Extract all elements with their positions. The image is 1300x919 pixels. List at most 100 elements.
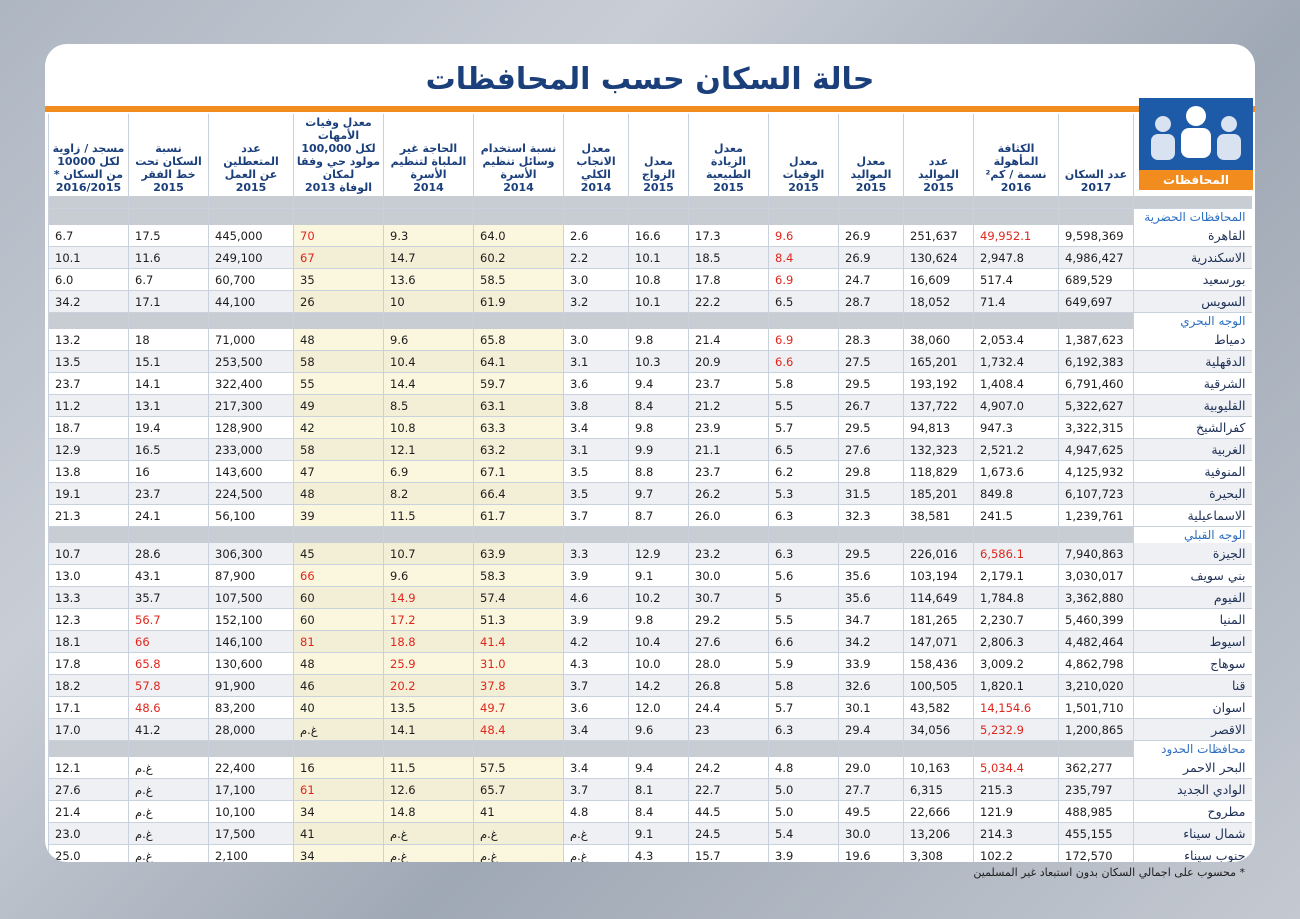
data-cell: 3.9 [768, 844, 839, 862]
section-cell [628, 208, 689, 225]
header-cell: الحاجة غير الملباة لتنظيم الأسرة 2014 [383, 114, 474, 196]
section-cell [688, 312, 769, 329]
data-cell: 14.1 [383, 718, 474, 741]
data-cell: 57.8 [128, 674, 209, 697]
data-cell: 3.8 [563, 394, 629, 417]
data-cell: 13.5 [48, 350, 129, 373]
data-cell: 5.7 [768, 416, 839, 439]
data-cell: 6.5 [768, 438, 839, 461]
data-cell: 10.3 [628, 350, 689, 373]
data-row: الدقهلية 6,192,383 1,732.4 165,201 27.5 6.6 20… [48, 350, 1252, 373]
header-cell: معدل الزواج 2015 [628, 114, 689, 196]
gap-cell [628, 196, 689, 209]
data-row: الغربية 4,947,625 2,521.2 132,323 27.6 6.5 21.… [48, 438, 1252, 461]
section-cell [128, 312, 209, 329]
data-cell: 16 [293, 757, 384, 779]
data-cell: 3.5 [563, 482, 629, 505]
governorate-name: بورسعيد [1133, 268, 1252, 291]
section-row: محافظات الحدود [48, 740, 1252, 757]
data-cell: 3,362,880 [1058, 586, 1134, 609]
data-cell: 29.5 [838, 416, 904, 439]
icon-label: المحافظات [1163, 173, 1229, 187]
data-cell: 18.5 [688, 246, 769, 269]
data-cell: 16,609 [903, 268, 974, 291]
footnote: * محسوب على اجمالي السكان بدون استبعاد غ… [973, 866, 1245, 879]
data-row: جنوب سيناء 172,570 102.2 3,308 19.6 3.9 15.7 4.… [48, 844, 1252, 862]
governorate-name: الفيوم [1133, 586, 1252, 609]
section-cell [768, 208, 839, 225]
gap-cell [903, 196, 974, 209]
data-cell: 10.1 [628, 246, 689, 269]
data-row: الاقصر 1,200,865 5,232.9 34,056 29.4 6.3 23 9.6… [48, 718, 1252, 741]
data-cell: 3.7 [563, 504, 629, 527]
data-cell: 34.7 [838, 608, 904, 631]
data-cell: 12.1 [383, 438, 474, 461]
data-cell: 114,649 [903, 586, 974, 609]
gap-cell [838, 196, 904, 209]
governorate-name: السويس [1133, 290, 1252, 313]
data-cell: 102.2 [973, 844, 1059, 862]
governorate-name: جنوب سيناء [1133, 844, 1252, 862]
data-cell: 12.9 [628, 543, 689, 565]
data-cell: 49.7 [473, 696, 564, 719]
section-cell [838, 526, 904, 543]
data-cell: 83,200 [208, 696, 294, 719]
data-cell: 18,052 [903, 290, 974, 313]
governorate-name: البحر الاحمر [1133, 757, 1252, 779]
data-cell: 121.9 [973, 800, 1059, 823]
data-cell: 47 [293, 460, 384, 483]
data-cell: 6.9 [768, 329, 839, 351]
data-cell: 17,500 [208, 822, 294, 845]
gap-cell [293, 196, 384, 209]
data-cell: 5.5 [768, 394, 839, 417]
data-cell: 29.8 [838, 460, 904, 483]
data-cell: 24.4 [688, 696, 769, 719]
data-cell: 15.1 [128, 350, 209, 373]
data-cell: 132,323 [903, 438, 974, 461]
data-cell: 9.1 [628, 564, 689, 587]
data-cell: 6.6 [768, 630, 839, 653]
data-cell: 58.5 [473, 268, 564, 291]
data-cell: غ.م [128, 822, 209, 845]
data-cell: 147,071 [903, 630, 974, 653]
governorate-name: القاهرة [1133, 225, 1252, 247]
data-cell: 3.6 [563, 696, 629, 719]
data-cell: 87,900 [208, 564, 294, 587]
section-cell [563, 526, 629, 543]
data-cell: 8.4 [628, 800, 689, 823]
data-cell: 6.9 [383, 460, 474, 483]
data-cell: 8.7 [628, 504, 689, 527]
data-cell: 56.7 [128, 608, 209, 631]
governorate-name: الاقصر [1133, 718, 1252, 741]
data-cell: 28,000 [208, 718, 294, 741]
data-cell: 70 [293, 225, 384, 247]
data-cell: 61.7 [473, 504, 564, 527]
section-cell [208, 740, 294, 757]
data-cell: 226,016 [903, 543, 974, 565]
section-cell [628, 740, 689, 757]
data-cell: 29.5 [838, 543, 904, 565]
data-cell: 103,194 [903, 564, 974, 587]
data-cell: 34.2 [48, 290, 129, 313]
data-cell: غ.م [563, 844, 629, 862]
data-cell: 18.7 [48, 416, 129, 439]
section-cell [48, 740, 129, 757]
section-cell [293, 740, 384, 757]
data-cell: 9.8 [628, 416, 689, 439]
data-cell: 6,791,460 [1058, 372, 1134, 395]
governorate-name: الجيزة [1133, 543, 1252, 565]
data-cell: غ.م [128, 800, 209, 823]
section-cell [973, 208, 1059, 225]
data-cell: 9,598,369 [1058, 225, 1134, 247]
data-cell: 65.7 [473, 778, 564, 801]
section-cell [128, 208, 209, 225]
data-cell: 9.1 [628, 822, 689, 845]
data-cell: 10.7 [48, 543, 129, 565]
gap-cell [973, 196, 1059, 209]
data-cell: 71,000 [208, 329, 294, 351]
data-cell: 40 [293, 696, 384, 719]
section-cell [293, 526, 384, 543]
data-cell: 143,600 [208, 460, 294, 483]
data-cell: 11.5 [383, 504, 474, 527]
